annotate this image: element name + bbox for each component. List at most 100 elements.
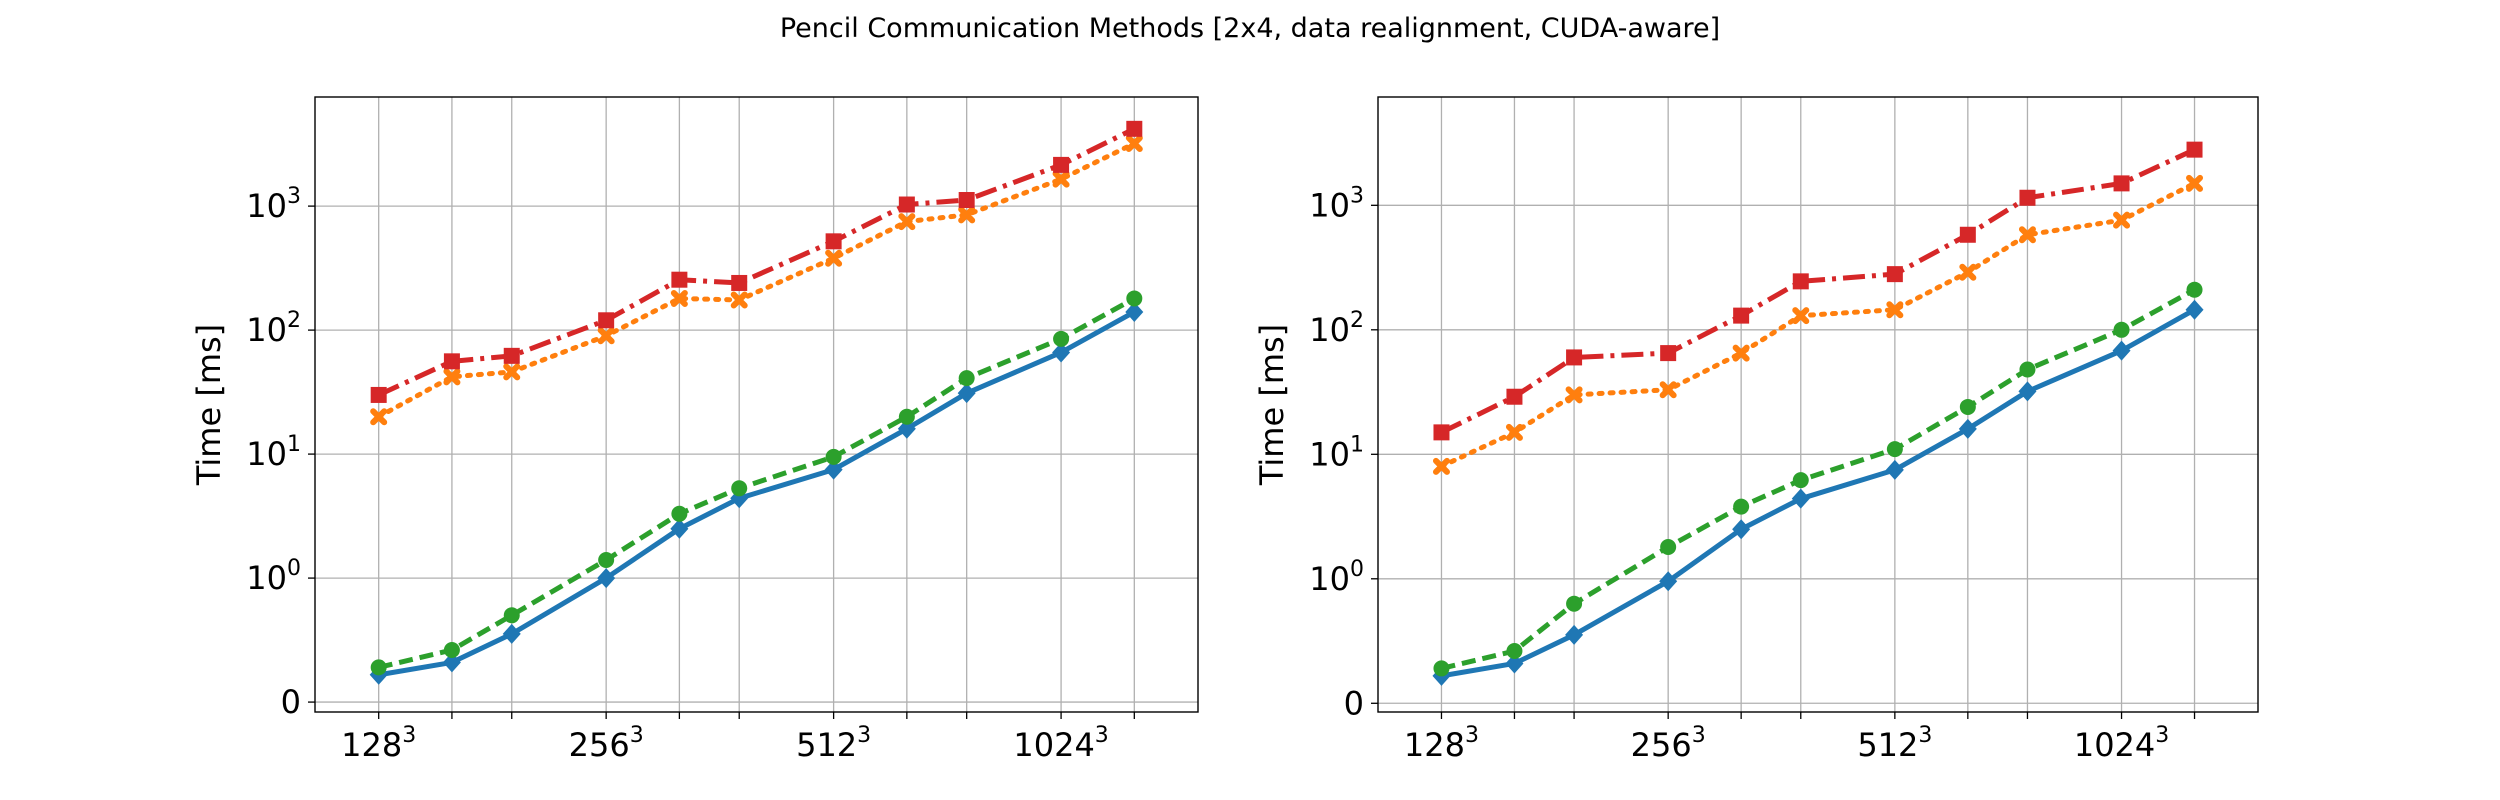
data-point-square xyxy=(1053,156,1070,173)
data-point-square xyxy=(731,274,748,291)
data-point-diamond xyxy=(1659,571,1678,592)
data-point-diamond xyxy=(1732,519,1751,540)
data-point-circle xyxy=(1126,290,1143,307)
y-tick-label-base: 10 xyxy=(1309,560,1350,598)
data-point-square xyxy=(2113,175,2130,192)
data-point-circle xyxy=(1566,595,1583,612)
data-point-x xyxy=(1959,263,1977,281)
x-tick-label-base: 256 xyxy=(1631,726,1692,764)
data-point-circle xyxy=(1053,330,1070,347)
data-point-x xyxy=(670,289,688,307)
data-point-x xyxy=(1886,301,1904,319)
y-tick-label: 101 xyxy=(1309,432,1364,473)
data-point-diamond xyxy=(670,518,689,539)
data-point-circle xyxy=(825,448,842,465)
data-point-circle xyxy=(1506,642,1523,659)
data-point-x xyxy=(1659,381,1677,399)
data-point-circle xyxy=(2113,321,2130,338)
data-point-circle xyxy=(1660,539,1677,556)
data-point-x xyxy=(958,206,976,224)
y-tick-label-exponent: 0 xyxy=(1350,557,1364,582)
data-point-square xyxy=(898,196,915,213)
y-tick-label-exponent: 3 xyxy=(1350,183,1364,208)
x-tick-label: 2563 xyxy=(1631,723,1706,764)
data-point-circle xyxy=(1959,398,1976,415)
data-point-x xyxy=(2186,174,2204,192)
data-point-square xyxy=(1733,307,1750,324)
data-point-diamond xyxy=(502,623,521,644)
y-tick-label: 103 xyxy=(246,184,301,225)
data-point-diamond xyxy=(1125,301,1144,322)
y-tick-label-base: 10 xyxy=(246,311,287,349)
axes-frame xyxy=(1377,96,2259,713)
series-line xyxy=(1438,180,2198,469)
data-point-x xyxy=(597,327,615,345)
data-point-circle xyxy=(2019,361,2036,378)
y-tick-label-exponent: 1 xyxy=(287,432,301,457)
data-point-diamond xyxy=(1885,459,1904,480)
x-tick-label: 2563 xyxy=(569,723,644,764)
data-point-square xyxy=(825,233,842,250)
data-point-square xyxy=(1886,266,1903,283)
x-tick-label-exponent: 3 xyxy=(1692,723,1706,748)
data-point-circle xyxy=(731,480,748,497)
data-point-circle xyxy=(958,370,975,387)
y-tick-label: 102 xyxy=(1309,308,1364,349)
data-point-diamond xyxy=(1505,653,1524,674)
data-point-x xyxy=(1125,134,1143,152)
data-point-diamond xyxy=(2018,381,2037,402)
x-tick-label-base: 128 xyxy=(1404,726,1465,764)
data-point-x xyxy=(730,291,748,309)
y-tick-label: 0 xyxy=(281,683,301,721)
x-tick-label: 5123 xyxy=(1857,723,1932,764)
data-point-circle xyxy=(1733,498,1750,515)
y-tick-label-exponent: 2 xyxy=(1350,308,1364,333)
data-point-square xyxy=(1566,349,1583,366)
data-point-square xyxy=(1792,273,1809,290)
x-tick-label-base: 1024 xyxy=(2074,726,2155,764)
data-point-x xyxy=(1792,307,1810,325)
data-point-circle xyxy=(370,659,387,676)
data-point-square xyxy=(1959,226,1976,243)
data-point-diamond xyxy=(2112,340,2131,361)
data-point-square xyxy=(1660,345,1677,362)
data-point-x xyxy=(1732,344,1750,362)
data-point-square xyxy=(2186,141,2203,158)
data-point-x xyxy=(1432,457,1450,475)
data-point-x xyxy=(2018,226,2036,244)
figure-title: Pencil Communication Methods [2x4, data … xyxy=(779,13,1721,44)
data-point-circle xyxy=(598,551,615,568)
x-tick-label: 1283 xyxy=(1404,723,1479,764)
x-tick-label-exponent: 3 xyxy=(630,723,644,748)
y-tick-label-base: 10 xyxy=(246,559,287,597)
data-point-diamond xyxy=(1791,488,1810,509)
data-point-circle xyxy=(671,505,688,522)
data-point-diamond xyxy=(1565,624,1584,645)
data-point-circle xyxy=(1886,441,1903,458)
y-axis-label: Time [ms] xyxy=(1253,324,1291,486)
data-point-circle xyxy=(1792,472,1809,489)
x-tick-label-exponent: 3 xyxy=(1465,723,1479,748)
data-point-square xyxy=(958,192,975,209)
x-tick-label-base: 256 xyxy=(569,726,630,764)
data-point-diamond xyxy=(2185,299,2204,320)
y-tick-label-base: 10 xyxy=(1309,311,1350,349)
data-point-circle xyxy=(1433,660,1450,677)
data-point-circle xyxy=(443,642,460,659)
data-point-diamond xyxy=(597,568,616,589)
data-point-x xyxy=(898,213,916,231)
data-point-diamond xyxy=(442,652,461,673)
y-tick-label-base: 10 xyxy=(246,187,287,225)
data-point-x xyxy=(443,368,461,386)
x-tick-label: 5123 xyxy=(796,723,871,764)
data-point-diamond xyxy=(824,459,843,480)
series-line xyxy=(1440,287,2196,671)
data-point-square xyxy=(1506,388,1523,405)
data-point-square xyxy=(598,312,615,329)
data-point-square xyxy=(503,347,520,364)
x-tick-label-exponent: 3 xyxy=(1095,723,1109,748)
y-tick-label: 100 xyxy=(1309,557,1364,598)
data-point-x xyxy=(370,408,388,426)
